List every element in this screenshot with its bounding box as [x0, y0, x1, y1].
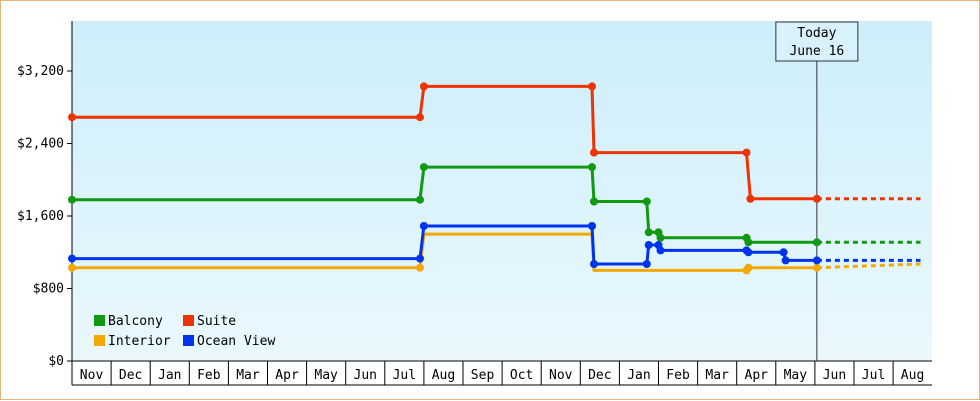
data-point-interior [744, 263, 753, 272]
x-tick-label: Nov [80, 368, 104, 383]
data-point-balcony [68, 195, 76, 204]
x-tick-label: May [784, 368, 808, 383]
data-point-suite [812, 194, 821, 203]
y-tick-label: $1,600 [17, 209, 64, 224]
legend-swatch [94, 315, 105, 326]
data-point-suite [416, 113, 424, 122]
legend-label: Ocean View [197, 334, 275, 349]
series-line-suite [72, 84, 817, 201]
data-point-balcony [419, 163, 428, 172]
data-point-suite [419, 82, 428, 91]
x-tick-label: Jan [158, 368, 181, 383]
x-tick-label: Jun [354, 368, 377, 383]
data-point-ocean-view [642, 260, 651, 268]
x-tick-label: Dec [588, 368, 611, 383]
today-date-label: June 16 [789, 44, 844, 59]
x-tick-label: Mar [236, 368, 260, 383]
data-point-ocean-view [416, 254, 424, 263]
legend-label: Interior [108, 334, 171, 349]
data-point-suite [590, 148, 598, 157]
data-point-ocean-view [744, 248, 753, 257]
x-tick-label: Jun [823, 368, 846, 383]
x-tick-label: Dec [119, 368, 142, 383]
data-point-interior [812, 263, 821, 272]
x-tick-label: Jul [862, 368, 885, 383]
data-point-ocean-view [419, 222, 428, 230]
data-point-balcony [744, 238, 753, 247]
plot-background [72, 21, 932, 361]
legend-label: Balcony [108, 314, 163, 329]
data-point-balcony [416, 195, 424, 204]
today-label-box [775, 21, 859, 62]
data-point-ocean-view [656, 246, 665, 255]
data-point-balcony [642, 197, 651, 206]
data-point-ocean-view [588, 222, 596, 230]
x-tick-label: Sep [471, 368, 495, 383]
x-tick-label: May [314, 368, 338, 383]
data-point-suite [588, 82, 596, 91]
x-tick-label: Apr [275, 368, 299, 383]
data-point-balcony [590, 197, 598, 206]
data-point-ocean-view [644, 241, 653, 249]
x-tick-label: Apr [745, 368, 769, 383]
legend-swatch [183, 315, 194, 326]
x-tick-label: Feb [197, 368, 221, 383]
data-point-interior [416, 263, 424, 272]
data-point-ocean-view [68, 254, 76, 263]
legend-swatch [183, 335, 194, 346]
x-tick-label: Mar [705, 368, 729, 383]
y-tick-label: $800 [33, 282, 64, 297]
data-point-balcony [644, 228, 653, 237]
data-point-ocean-view [590, 260, 598, 268]
y-tick-label: $2,400 [17, 137, 64, 152]
legend-label: Suite [197, 314, 236, 329]
y-tick-label: $0 [48, 354, 64, 369]
y-tick-label: $3,200 [17, 64, 64, 79]
x-tick-label: Oct [510, 368, 533, 383]
today-label: Today [797, 26, 836, 41]
x-tick-label: Feb [666, 368, 690, 383]
data-point-suite [746, 194, 755, 203]
data-point-ocean-view [812, 256, 821, 265]
x-tick-label: Jul [393, 368, 416, 383]
legend-swatch [94, 335, 105, 346]
data-point-balcony [812, 238, 821, 247]
data-point-ocean-view [779, 248, 788, 257]
x-tick-label: Aug [432, 368, 455, 383]
data-point-suite [742, 148, 751, 157]
x-tick-label: Aug [901, 368, 924, 383]
series-line-ocean-view [72, 224, 817, 266]
data-point-balcony [656, 233, 665, 242]
x-tick-label: Jan [627, 368, 650, 383]
data-point-ocean-view [781, 256, 790, 265]
data-point-suite [68, 113, 76, 122]
x-tick-label: Nov [549, 368, 573, 383]
data-point-balcony [588, 163, 596, 172]
data-point-interior [68, 263, 76, 272]
